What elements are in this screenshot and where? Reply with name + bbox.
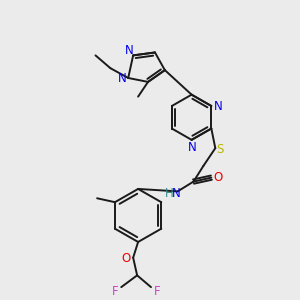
Text: F: F bbox=[112, 285, 119, 298]
Text: O: O bbox=[214, 171, 223, 184]
Text: H: H bbox=[165, 187, 174, 200]
Text: N: N bbox=[125, 44, 134, 57]
Text: N: N bbox=[188, 141, 197, 154]
Text: N: N bbox=[118, 73, 127, 85]
Text: O: O bbox=[122, 252, 131, 265]
Text: N: N bbox=[172, 187, 181, 200]
Text: S: S bbox=[217, 143, 224, 156]
Text: F: F bbox=[154, 285, 160, 298]
Text: N: N bbox=[214, 100, 223, 113]
